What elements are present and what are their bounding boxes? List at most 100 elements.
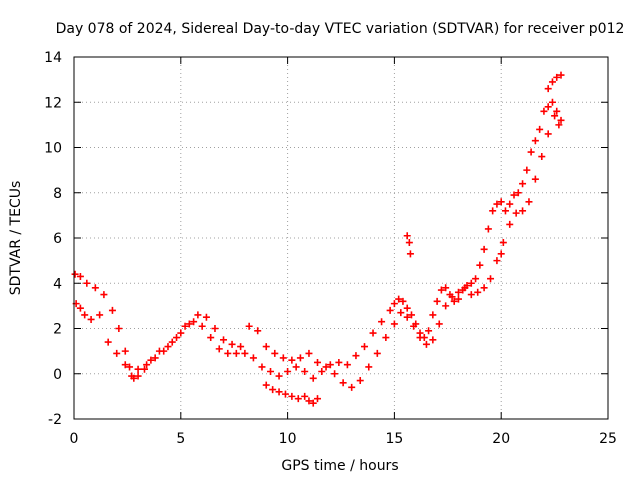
data-point (356, 377, 364, 385)
data-point (232, 349, 240, 357)
y-tick-label: 10 (44, 141, 62, 157)
data-point (519, 207, 527, 215)
data-point (397, 309, 405, 317)
data-point (476, 261, 484, 269)
x-axis-label: GPS time / hours (281, 458, 398, 474)
data-point (403, 232, 411, 240)
data-point (121, 361, 129, 369)
data-point (262, 343, 270, 351)
data-point (461, 284, 469, 292)
data-point (269, 386, 277, 394)
data-point (369, 329, 377, 337)
data-point (76, 304, 84, 312)
data-point (121, 347, 129, 355)
data-points (71, 71, 565, 407)
data-point (484, 225, 492, 233)
data-point (96, 311, 104, 319)
y-tick-label: 0 (53, 367, 62, 383)
data-point (91, 284, 99, 292)
data-point (544, 130, 552, 138)
data-point (275, 388, 283, 396)
data-point (437, 286, 445, 294)
data-point (331, 370, 339, 378)
x-tick-label: 20 (492, 431, 510, 447)
data-point (288, 356, 296, 364)
data-point (406, 250, 414, 258)
data-point (538, 153, 546, 161)
data-point (501, 207, 509, 215)
data-point (497, 198, 505, 206)
data-point (177, 329, 185, 337)
data-point (514, 189, 522, 197)
data-point (267, 367, 275, 375)
data-point (228, 340, 236, 348)
data-point (339, 379, 347, 387)
data-point (551, 112, 559, 120)
data-point (258, 363, 266, 371)
data-point (523, 166, 531, 174)
data-point (544, 85, 552, 93)
data-point (143, 361, 151, 369)
data-point (335, 358, 343, 366)
data-point (390, 320, 398, 328)
data-point (301, 367, 309, 375)
data-point (480, 245, 488, 253)
data-point (527, 148, 535, 156)
data-point (190, 318, 198, 326)
data-point (254, 327, 262, 335)
data-point (279, 354, 287, 362)
y-axis-label: SDTVAR / TECUs (8, 181, 24, 296)
data-point (215, 345, 223, 353)
data-point (294, 395, 302, 403)
data-point (553, 107, 561, 115)
y-tick-label: 8 (53, 186, 62, 202)
data-point (365, 363, 373, 371)
data-point (87, 315, 95, 323)
data-point (314, 395, 322, 403)
data-point (76, 272, 84, 280)
chart-title: Day 078 of 2024, Sidereal Day-to-day VTE… (56, 21, 625, 37)
data-point (536, 125, 544, 133)
y-tick-label: 12 (44, 95, 62, 111)
data-point (386, 306, 394, 314)
data-point (557, 71, 565, 79)
data-point (108, 306, 116, 314)
data-point (305, 397, 313, 405)
data-point (134, 365, 142, 373)
data-point (548, 78, 556, 86)
data-point (134, 372, 142, 380)
data-point (512, 209, 520, 217)
data-point (403, 304, 411, 312)
data-point (487, 275, 495, 283)
data-point (378, 318, 386, 326)
data-point (435, 320, 443, 328)
y-tick-label: -2 (48, 412, 62, 428)
data-point (454, 295, 462, 303)
data-point (326, 361, 334, 369)
data-point (160, 347, 168, 355)
x-tick-label: 10 (279, 431, 297, 447)
data-point (390, 300, 398, 308)
data-point (360, 343, 368, 351)
x-tick-label: 25 (599, 431, 617, 447)
data-point (314, 358, 322, 366)
data-point (224, 349, 232, 357)
data-point (164, 343, 172, 351)
data-point (540, 107, 548, 115)
data-point (474, 288, 482, 296)
data-point (548, 98, 556, 106)
data-point (128, 372, 136, 380)
data-point (395, 295, 403, 303)
data-point (544, 103, 552, 111)
data-point (185, 320, 193, 328)
data-point (510, 191, 518, 199)
data-point (207, 334, 215, 342)
data-point (467, 279, 475, 287)
data-point (140, 365, 148, 373)
x-tick-label: 5 (176, 431, 185, 447)
data-point (318, 367, 326, 375)
data-point (382, 334, 390, 342)
grid-lines (74, 57, 608, 419)
data-point (557, 116, 565, 124)
